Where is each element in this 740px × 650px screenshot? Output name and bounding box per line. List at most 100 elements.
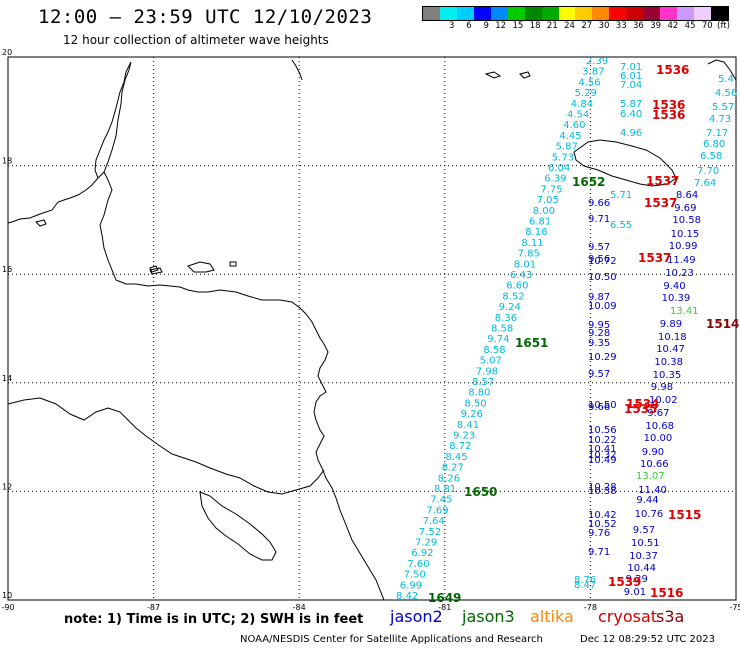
- colorbar-swatch: [710, 7, 728, 20]
- lat-label: 12: [2, 482, 12, 491]
- pass-id-cryosat: 1515: [668, 508, 701, 522]
- swh-value-blue: 9.71: [588, 547, 610, 558]
- swh-value-blue: 10.66: [640, 459, 669, 470]
- pass-id-cryosat: 1536: [652, 108, 685, 122]
- colorbar-swatch: [575, 7, 593, 20]
- colorbar-label: 3: [449, 21, 455, 31]
- altimeter-values: 2.393.874.565.294.844.544.604.455.875.73…: [396, 56, 737, 602]
- lon-label: -75: [729, 603, 740, 612]
- swh-value-blue: 9.01: [624, 587, 646, 598]
- swh-value-cyan: 6.39: [544, 174, 566, 185]
- swh-value-cyan: 5.71: [610, 190, 632, 201]
- swh-value-cyan: 8.01: [514, 259, 536, 270]
- pass-id-jason3: 1651: [515, 336, 548, 350]
- pass-id-jason3: 1652: [572, 175, 605, 189]
- swh-value-cyan: 8.16: [525, 227, 547, 238]
- swh-value-blue: 10.47: [656, 344, 685, 355]
- lat-label: 16: [2, 265, 12, 274]
- swh-value-cyan: 6.04: [548, 163, 570, 174]
- swh-value-cyan: 4.45: [559, 131, 581, 142]
- swh-value-blue: 9.87: [588, 292, 610, 303]
- swh-value-cyan: 9.26: [461, 409, 483, 420]
- colorbar-swatch: [423, 7, 440, 20]
- lon-label: -87: [147, 603, 160, 612]
- swh-value-blue: 9.71: [588, 214, 610, 225]
- swh-value-blue: 10.38: [588, 486, 617, 497]
- page-title: 12:00 – 23:59 UTC 12/10/2023: [38, 6, 373, 28]
- colorbar-label: 39: [650, 21, 662, 31]
- lon-label: -84: [293, 603, 306, 612]
- legend-altika: altika: [530, 607, 574, 626]
- swh-value-cyan: 5.87: [620, 99, 642, 110]
- colorbar-label: 70: [701, 21, 713, 31]
- swh-value-cyan: 7.52: [419, 527, 441, 538]
- swh-value-blue: 10.72: [588, 256, 617, 267]
- swh-value-blue: 10.39: [662, 293, 691, 304]
- colorbar-swatch: [626, 7, 644, 20]
- swh-value-blue: 9.67: [647, 408, 669, 419]
- swh-value-cyan: 8.58: [491, 324, 513, 335]
- swh-value-cyan: 8.45: [445, 452, 467, 463]
- swh-value-blue: 10.99: [669, 241, 698, 252]
- colorbar-label: 42: [667, 21, 679, 31]
- swh-value-blue: 10.41: [588, 444, 617, 455]
- lat-label: 20: [2, 48, 12, 57]
- colorbar-label: 15: [512, 21, 524, 31]
- swh-value-cyan: 8.27: [442, 463, 464, 474]
- swh-value-cyan: 4.56: [578, 77, 600, 88]
- swh-value-cyan: 4.84: [571, 99, 593, 110]
- pass-id-s3a: 1514: [706, 317, 739, 331]
- swh-value-blue: 10.68: [645, 421, 674, 432]
- swh-value-cyan: 9.74: [487, 334, 509, 345]
- generated-date: Dec 12 08:29:52 UTC 2023: [580, 634, 715, 645]
- colorbar-swatch: [643, 7, 661, 20]
- swh-value-cyan: 7.64: [423, 516, 445, 527]
- colorbar-swatch: [456, 7, 474, 20]
- lon-label: -81: [438, 603, 451, 612]
- swh-value-blue: 10.32: [588, 450, 617, 461]
- swh-value-blue: 10.15: [671, 229, 700, 240]
- colorbar-swatch: [541, 7, 559, 20]
- colorbar-label: 27: [581, 21, 593, 31]
- swh-value-cyan: 7.64: [694, 178, 716, 189]
- pass-ids: 1652165116501649153615361536153715371537…: [428, 63, 739, 605]
- swh-value-cyan: 8.41: [457, 420, 479, 431]
- swh-value-cyan: 8.57: [472, 377, 494, 388]
- swh-value-blue: 10.38: [654, 357, 683, 368]
- pass-id-jason3: 1650: [464, 485, 497, 499]
- lon-label: -90: [1, 603, 14, 612]
- swh-value-cyan: 2.39: [586, 56, 608, 67]
- swh-value-cyan: 8.80: [468, 388, 490, 399]
- swh-value-blue: 9.89: [660, 319, 682, 330]
- colorbar-swatch: [677, 7, 694, 20]
- swh-value-blue: 10.76: [635, 509, 664, 520]
- colorbar-label: 36: [633, 21, 644, 31]
- swh-value-green: 13.41: [670, 306, 699, 317]
- colorbar-swatch: [439, 7, 457, 20]
- legend-cryosat: cryosat: [598, 607, 658, 626]
- colorbar-label: 21: [546, 21, 558, 31]
- wave-height-colorbar: [422, 6, 729, 21]
- colorbar-swatch: [524, 7, 542, 20]
- swh-value-blue: 9.56: [588, 254, 610, 265]
- pass-id-cryosat: 1537: [646, 174, 679, 188]
- lat-label: 10: [2, 591, 12, 600]
- swh-value-cyan: 8.76: [574, 575, 596, 586]
- swh-value-blue: 10.49: [588, 455, 617, 466]
- swh-value-blue: 10.23: [665, 268, 694, 279]
- swh-value-blue: 10.28: [588, 482, 617, 493]
- coastline: [7, 59, 737, 601]
- colorbar-label: 9: [483, 21, 489, 31]
- colorbar-swatch: [592, 7, 610, 20]
- footer-note: note: 1) Time is in UTC; 2) SWH is in fe…: [64, 612, 364, 627]
- swh-value-blue: 10.29: [588, 352, 617, 363]
- credits: NOAA/NESDIS Center for Satellite Applica…: [240, 634, 543, 645]
- axis-labels: 20 18 16 14 12 10 -90 -87 -84 -81 -78 -75: [1, 48, 740, 612]
- swh-value-blue: 9.98: [651, 382, 673, 393]
- colorbar-label: (ft): [717, 21, 730, 31]
- swh-value-blue: 10.42: [588, 510, 617, 521]
- swh-value-cyan: 8.58: [483, 345, 505, 356]
- colorbar-swatch: [473, 7, 491, 20]
- swh-value-cyan: 8.52: [502, 291, 524, 302]
